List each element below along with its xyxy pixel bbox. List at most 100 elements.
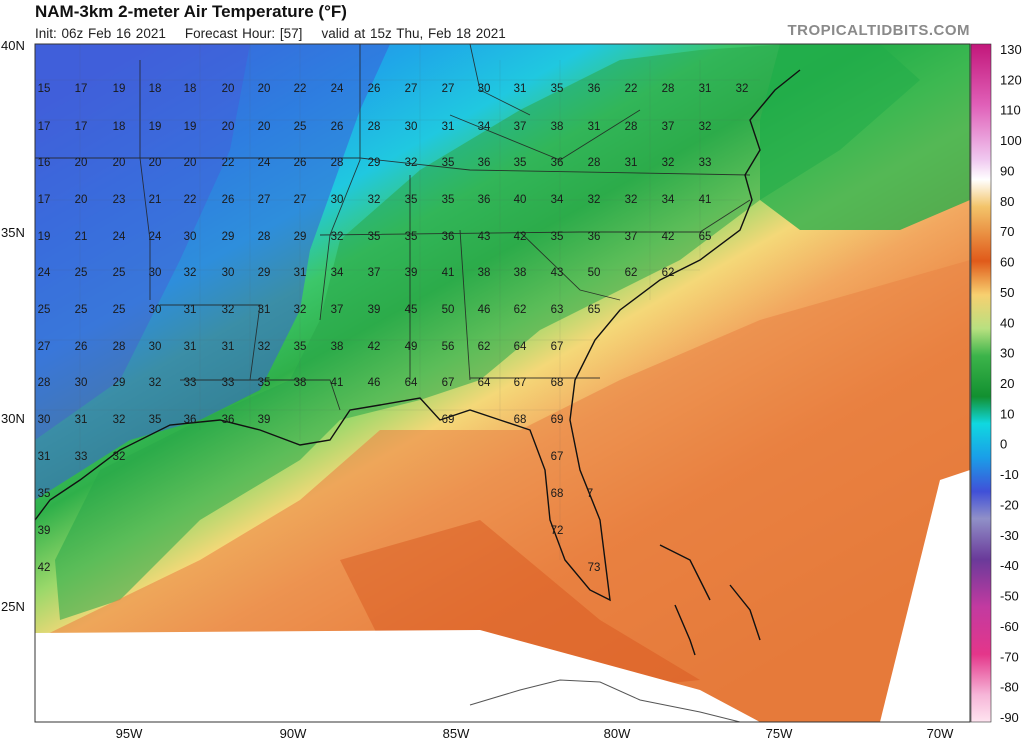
temperature-value-label: 39	[405, 267, 418, 279]
temperature-value-label: 36	[184, 414, 197, 426]
temperature-value-label: 68	[551, 488, 564, 500]
temperature-value-label: 63	[551, 304, 564, 316]
temperature-value-label: 68	[514, 414, 527, 426]
temperature-value-label: 7	[587, 488, 593, 500]
temperature-value-label: 25	[294, 121, 307, 133]
temperature-value-label: 31	[699, 83, 712, 95]
temperature-value-label: 65	[588, 304, 601, 316]
temperature-value-label: 50	[442, 304, 455, 316]
temperature-value-label: 26	[294, 157, 307, 169]
temperature-value-label: 49	[405, 341, 418, 353]
temperature-value-label: 32	[625, 194, 638, 206]
temperature-value-label: 36	[551, 157, 564, 169]
colorbar-tick-label: -60	[1000, 619, 1019, 634]
temperature-value-label: 35	[442, 194, 455, 206]
colorbar-tick-label: 60	[1000, 255, 1014, 270]
temperature-value-label: 29	[368, 157, 381, 169]
temperature-value-label: 19	[184, 121, 197, 133]
colorbar-tick-label: 70	[1000, 224, 1014, 239]
latitude-label: 35N	[1, 225, 25, 240]
temperature-value-label: 35	[514, 157, 527, 169]
temperature-value-labels: 15 17 19 18 18 20 20 22 24 26 27 27 30 31 35 36 22 28 31 32…	[38, 83, 749, 574]
temperature-value-label: 30	[331, 194, 344, 206]
temperature-value-label: 37	[625, 231, 638, 243]
colorbar-tick-label: 40	[1000, 315, 1014, 330]
temperature-value-label: 56	[442, 341, 455, 353]
temperature-value-label: 39	[258, 414, 271, 426]
temperature-value-label: 25	[75, 304, 88, 316]
temperature-value-label: 30	[75, 377, 88, 389]
temperature-value-label: 41	[331, 377, 344, 389]
temperature-value-label: 67	[514, 377, 527, 389]
temperature-value-label: 26	[75, 341, 88, 353]
temperature-value-label: 29	[258, 267, 271, 279]
map-title: NAM-3km 2-meter Air Temperature (°F)	[35, 2, 347, 21]
temperature-value-label: 20	[258, 121, 271, 133]
temperature-value-label: 19	[149, 121, 162, 133]
temperature-value-label: 33	[184, 377, 197, 389]
longitude-label: 90W	[280, 726, 307, 741]
temperature-value-label: 36	[222, 414, 235, 426]
temperature-value-label: 30	[478, 83, 491, 95]
longitude-label: 70W	[927, 726, 954, 741]
temperature-value-label: 17	[38, 121, 51, 133]
temperature-value-label: 21	[149, 194, 162, 206]
colorbar-tick-label: -10	[1000, 467, 1019, 482]
temperature-value-label: 21	[75, 231, 88, 243]
temperature-value-label: 26	[222, 194, 235, 206]
temperature-value-label: 67	[442, 377, 455, 389]
temperature-value-label: 17	[75, 121, 88, 133]
temperature-value-label: 18	[149, 83, 162, 95]
temperature-value-label: 62	[478, 341, 491, 353]
temperature-value-label: 29	[222, 231, 235, 243]
colorbar-tick-label: 50	[1000, 285, 1014, 300]
colorbar-tick-label: 80	[1000, 194, 1014, 209]
temperature-value-label: 32	[405, 157, 418, 169]
temperature-value-label: 39	[368, 304, 381, 316]
temperature-value-label: 17	[38, 194, 51, 206]
temperature-field	[35, 44, 970, 722]
colorbar: 1301201101009080706050403020100-10-20-30…	[970, 42, 1022, 725]
temperature-value-label: 31	[588, 121, 601, 133]
temperature-value-label: 64	[514, 341, 527, 353]
temperature-value-label: 36	[588, 231, 601, 243]
temperature-value-label: 38	[294, 377, 307, 389]
temperature-value-label: 15	[38, 83, 51, 95]
temperature-value-label: 31	[38, 451, 51, 463]
temperature-value-label: 26	[368, 83, 381, 95]
temperature-value-label: 32	[588, 194, 601, 206]
temperature-value-label: 35	[551, 83, 564, 95]
temperature-value-label: 69	[442, 414, 455, 426]
colorbar-tick-label: 130	[1000, 42, 1022, 57]
temperature-value-label: 34	[478, 121, 491, 133]
temperature-value-label: 20	[75, 157, 88, 169]
map-frame	[34, 43, 971, 723]
temperature-value-label: 69	[551, 414, 564, 426]
latitude-label: 25N	[1, 599, 25, 614]
temperature-value-label: 19	[113, 83, 126, 95]
colorbar-tick-label: -20	[1000, 497, 1019, 512]
temperature-value-label: 31	[294, 267, 307, 279]
temperature-value-label: 50	[588, 267, 601, 279]
colorbar-tick-label: -90	[1000, 710, 1019, 725]
temperature-value-label: 16	[38, 157, 51, 169]
temperature-value-label: 36	[588, 83, 601, 95]
temperature-value-label: 42	[368, 341, 381, 353]
temperature-value-label: 24	[149, 231, 162, 243]
temperature-value-label: 31	[222, 341, 235, 353]
longitude-label: 80W	[604, 726, 631, 741]
temperature-value-label: 30	[184, 231, 197, 243]
temperature-value-label: 38	[478, 267, 491, 279]
temperature-value-label: 20	[149, 157, 162, 169]
temperature-value-label: 32	[222, 304, 235, 316]
temperature-value-label: 30	[38, 414, 51, 426]
temperature-value-label: 37	[662, 121, 675, 133]
temperature-value-label: 22	[184, 194, 197, 206]
latitude-label: 40N	[1, 38, 25, 53]
temperature-value-label: 32	[113, 451, 126, 463]
temperature-value-label: 73	[588, 562, 601, 574]
temperature-value-label: 28	[625, 121, 638, 133]
temperature-value-label: 18	[113, 121, 126, 133]
temperature-value-label: 27	[294, 194, 307, 206]
temperature-value-label: 22	[625, 83, 638, 95]
